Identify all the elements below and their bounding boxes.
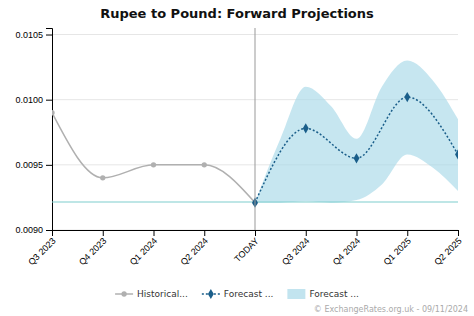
legend-item: Historical...	[115, 289, 188, 299]
x-tick-mark	[103, 230, 104, 236]
x-tick: Q1 2024	[128, 230, 159, 267]
legend: Historical... Forecast ... Forecast ...	[115, 289, 359, 299]
x-tick: Q3 2023	[26, 230, 57, 267]
series-marker	[52, 110, 55, 115]
x-axis-line	[53, 231, 459, 237]
x-tick-label: Q2 2025	[432, 236, 463, 267]
y-tick-mark	[46, 35, 52, 36]
x-tick-label: Q3 2023	[26, 236, 57, 267]
series-marker	[404, 92, 410, 102]
x-tick: TODAY	[232, 230, 260, 264]
x-tick-mark	[204, 230, 205, 236]
legend-swatch	[121, 291, 126, 296]
y-tick-label: 0.0090	[15, 225, 43, 235]
y-axis-line	[46, 29, 53, 231]
x-tick-label: Q3 2024	[280, 236, 311, 267]
legend-swatch	[208, 289, 214, 299]
title: Rupee to Pound: Forward Projections	[100, 6, 374, 21]
y-tick-mark	[46, 165, 52, 166]
y-tick-label: 0.0095	[15, 160, 43, 170]
x-tick-label: Q4 2023	[77, 236, 108, 267]
x-tick-label: Q1 2024	[128, 236, 159, 267]
series-line	[52, 113, 255, 203]
series-marker	[202, 162, 207, 167]
legend-swatch	[287, 289, 305, 299]
x-tick-mark	[306, 230, 307, 236]
x-tick: Q1 2025	[381, 230, 412, 267]
y-axis: 0.0090 0.0095 0.0100 0.0105	[15, 29, 52, 236]
series-marker	[303, 123, 309, 133]
y-tick: 0.0105	[15, 30, 52, 40]
y-tick-mark	[46, 100, 52, 101]
x-axis: Q3 2023 Q4 2023 Q1 2024 Q2 2024 TODAY Q3 2024…	[26, 230, 463, 267]
x-tick-label: TODAY	[232, 236, 260, 264]
x-tick: Q2 2025	[432, 230, 463, 267]
x-tick: Q3 2024	[280, 230, 311, 267]
legend-label: Forecast ...	[224, 289, 274, 299]
data	[52, 28, 458, 230]
x-tick-label: Q2 2024	[178, 236, 209, 267]
y-tick: 0.0090	[15, 225, 52, 235]
legend-item: Forecast ...	[287, 289, 359, 299]
series-marker	[100, 175, 105, 180]
x-tick: Q2 2024	[178, 230, 209, 267]
series-marker	[354, 153, 360, 163]
series-marker	[151, 162, 156, 167]
x-tick-mark	[407, 230, 408, 236]
watermark: © ExchangeRates.org.uk - 09/11/2024	[314, 305, 468, 314]
y-tick: 0.0100	[15, 95, 52, 105]
y-tick: 0.0095	[15, 160, 52, 170]
x-tick: Q4 2023	[77, 230, 108, 267]
y-tick-mark	[46, 230, 52, 231]
series-line	[255, 97, 458, 203]
chart: Q3 2023 Q4 2023 Q1 2024 Q2 2024 TODAY Q3 2024…	[0, 0, 474, 316]
x-tick: Q4 2024	[331, 230, 362, 267]
x-tick-mark	[357, 230, 358, 236]
legend-label: Forecast ...	[309, 289, 359, 299]
y-tick-label: 0.0100	[15, 95, 43, 105]
legend-item: Forecast ...	[202, 289, 274, 299]
forecast-band	[255, 61, 458, 203]
series-marker	[455, 149, 458, 159]
legend-label: Historical...	[137, 289, 188, 299]
plot: Q3 2023 Q4 2023 Q1 2024 Q2 2024 TODAY Q3 2024…	[15, 28, 463, 267]
x-tick-mark	[255, 230, 256, 236]
x-tick-mark	[154, 230, 155, 236]
x-tick-label: Q1 2025	[381, 236, 412, 267]
y-tick-label: 0.0105	[15, 30, 43, 40]
x-tick-label: Q4 2024	[331, 236, 362, 267]
reference-line	[255, 28, 256, 230]
x-tick-mark	[458, 230, 459, 236]
